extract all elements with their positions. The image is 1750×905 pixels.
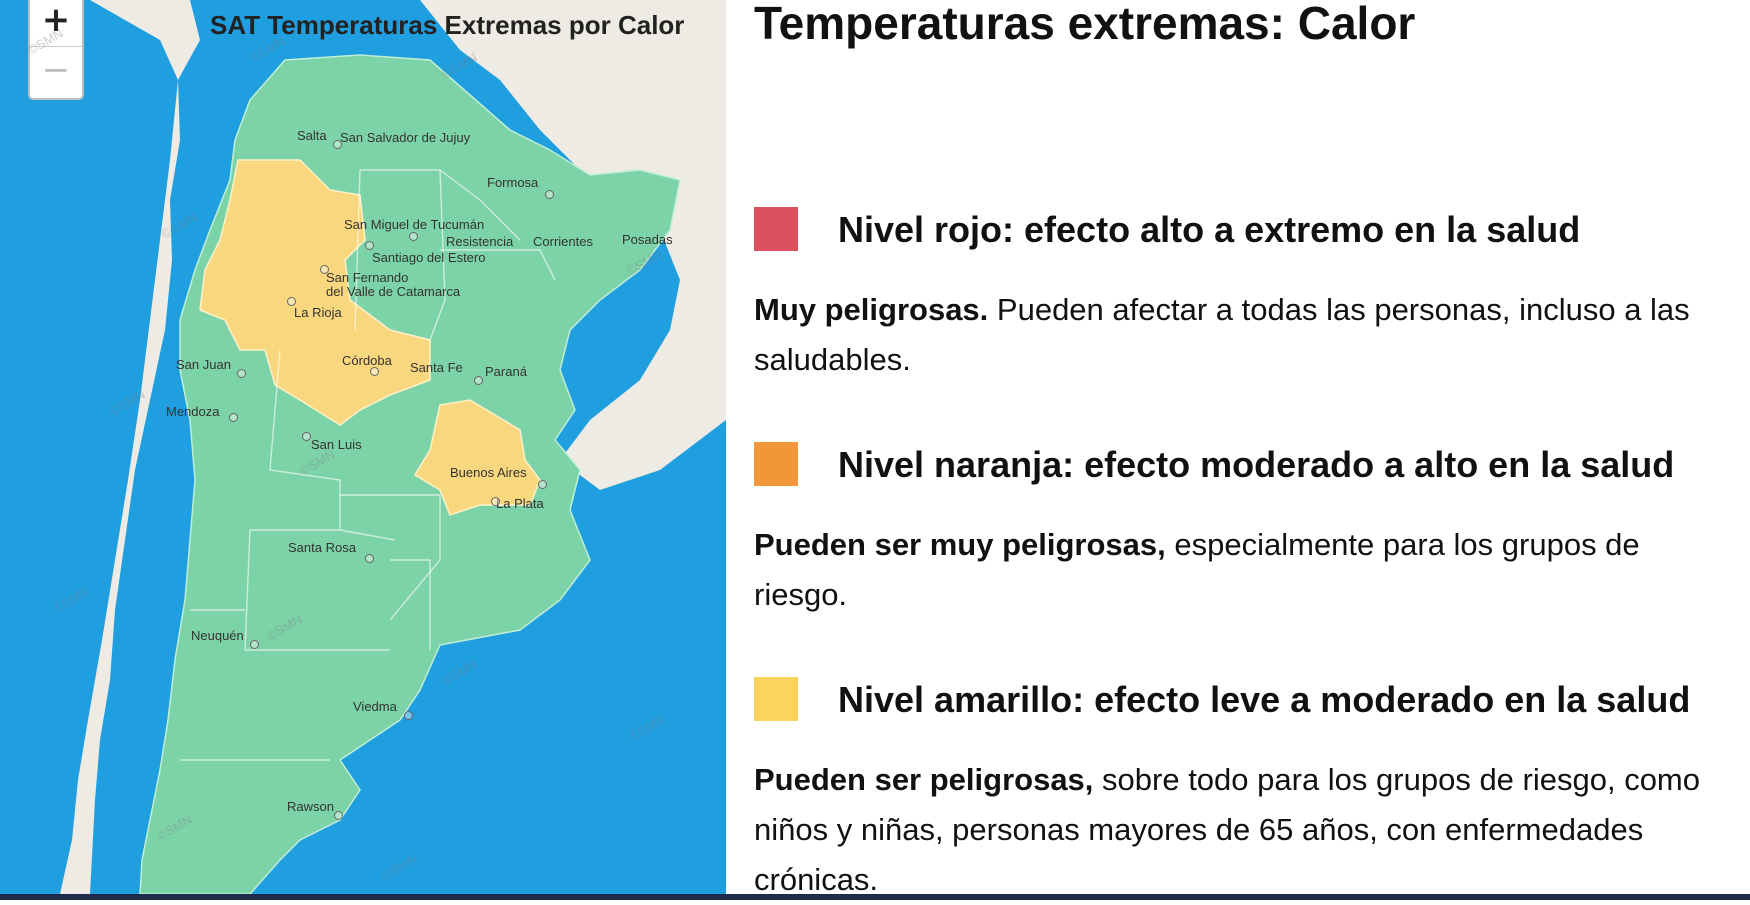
level-description: Muy peligrosas. Pueden afectar a todas l… [754, 285, 1714, 385]
city-label: del Valle de Catamarca [326, 284, 460, 299]
city-label: Formosa [487, 175, 538, 190]
city-marker [491, 497, 500, 506]
yellow-swatch [754, 677, 798, 721]
city-marker [365, 554, 374, 563]
city-label: La Plata [496, 496, 544, 511]
level-description-bold: Pueden ser muy peligrosas, [754, 527, 1166, 562]
level-heading: Nivel naranja: efecto moderado a alto en… [838, 444, 1674, 486]
heat-alert-map[interactable]: SAT Temperaturas Extremas por Calor + − … [0, 0, 726, 894]
city-label: San Juan [176, 357, 231, 372]
city-marker [365, 241, 374, 250]
city-marker [250, 640, 259, 649]
city-marker [333, 140, 342, 149]
city-label: Posadas [622, 232, 673, 247]
city-label: San Miguel de Tucumán [344, 217, 484, 232]
city-marker [334, 811, 343, 820]
zoom-out-button[interactable]: − [30, 48, 82, 96]
city-label: San Fernando [326, 270, 408, 285]
city-marker [474, 376, 483, 385]
city-marker [409, 232, 418, 241]
city-marker [229, 413, 238, 422]
city-label: San Salvador de Jujuy [340, 130, 470, 145]
city-label: Viedma [353, 699, 397, 714]
city-label: Neuquén [191, 628, 244, 643]
level-heading: Nivel amarillo: efecto leve a moderado e… [838, 679, 1690, 721]
city-label: Mendoza [166, 404, 219, 419]
level-description: Pueden ser muy peligrosas, especialmente… [754, 520, 1714, 620]
city-marker [287, 297, 296, 306]
city-label: Resistencia [446, 234, 513, 249]
city-label: La Rioja [294, 305, 342, 320]
city-marker [237, 369, 246, 378]
level-description-bold: Muy peligrosas. [754, 292, 988, 327]
city-label: Santiago del Estero [372, 250, 485, 265]
city-label: Corrientes [533, 234, 593, 249]
city-label: Rawson [287, 799, 334, 814]
city-label: Salta [297, 128, 327, 143]
city-label: Santa Fe [410, 360, 463, 375]
city-label: Santa Rosa [288, 540, 356, 555]
city-marker [370, 367, 379, 376]
city-marker [538, 480, 547, 489]
orange-swatch [754, 442, 798, 486]
level-description-bold: Pueden ser peligrosas, [754, 762, 1093, 797]
legend-panel: Temperaturas extremas: Calor Nivel rojo:… [754, 0, 1734, 894]
city-marker [545, 190, 554, 199]
red-swatch [754, 207, 798, 251]
bottom-border [0, 894, 1750, 900]
city-marker [320, 265, 329, 274]
city-label: Buenos Aires [450, 465, 527, 480]
city-label: Paraná [485, 364, 527, 379]
level-description: Pueden ser peligrosas, sobre todo para l… [754, 755, 1714, 905]
city-label: San Luis [311, 437, 362, 452]
level-heading: Nivel rojo: efecto alto a extremo en la … [838, 209, 1580, 251]
city-marker [404, 711, 413, 720]
city-label: Córdoba [342, 353, 392, 368]
page-title: Temperaturas extremas: Calor [754, 0, 1415, 50]
city-marker [302, 432, 311, 441]
